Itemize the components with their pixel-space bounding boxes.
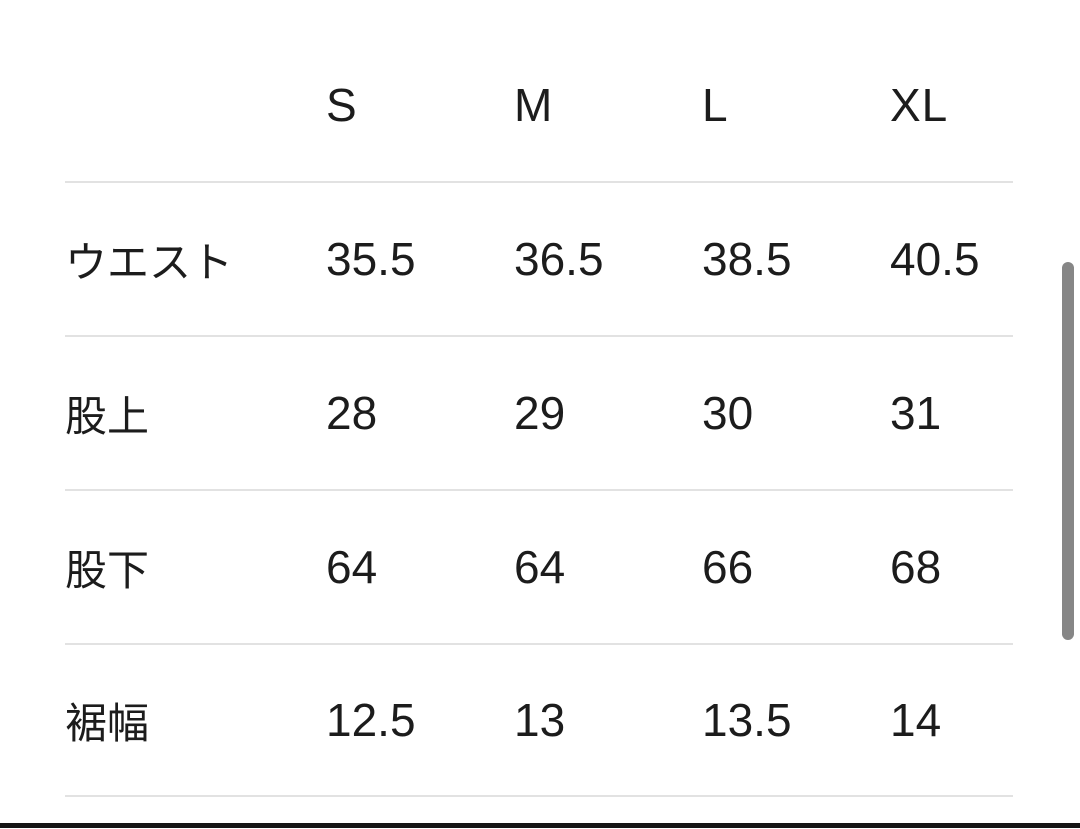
cell-value: 36.5 [514, 233, 604, 285]
cell-value: 12.5 [326, 694, 416, 746]
table-row-hem-width: 裾幅 12.5 13 13.5 14 [65, 643, 1013, 797]
column-header-l: L [702, 78, 729, 131]
column-header-m: M [514, 78, 554, 131]
cell-value: 35.5 [326, 233, 416, 285]
cell-value: 30 [702, 387, 754, 439]
cell-value: 38.5 [702, 233, 792, 285]
cell-value: 31 [890, 387, 942, 439]
cell-value: 64 [514, 541, 566, 593]
row-label: ウエスト [65, 238, 234, 286]
column-header-xl: XL [890, 78, 949, 131]
cell-value: 40.5 [890, 233, 980, 285]
cell-value: 13.5 [702, 694, 792, 746]
table-row-inseam: 股下 64 64 66 68 [65, 489, 1013, 643]
cell-value: 68 [890, 541, 942, 593]
table-row-waist: ウエスト 35.5 36.5 38.5 40.5 [65, 181, 1013, 335]
row-label: 裾幅 [65, 699, 150, 747]
column-header-s: S [326, 78, 358, 131]
size-chart-table: S M L XL ウエスト 35.5 36.5 38.5 40.5 股上 28 … [65, 0, 1013, 797]
table-row-rise: 股上 28 29 30 31 [65, 335, 1013, 489]
cell-value: 28 [326, 387, 378, 439]
cell-value: 66 [702, 541, 754, 593]
bottom-edge-bar [0, 823, 1080, 828]
scrollbar-thumb[interactable] [1062, 262, 1074, 640]
row-label: 股下 [65, 546, 150, 594]
cell-value: 64 [326, 541, 378, 593]
size-header-row: S M L XL [65, 0, 1013, 181]
cell-value: 29 [514, 387, 566, 439]
cell-value: 13 [514, 694, 566, 746]
row-label: 股上 [65, 392, 150, 440]
cell-value: 14 [890, 694, 942, 746]
